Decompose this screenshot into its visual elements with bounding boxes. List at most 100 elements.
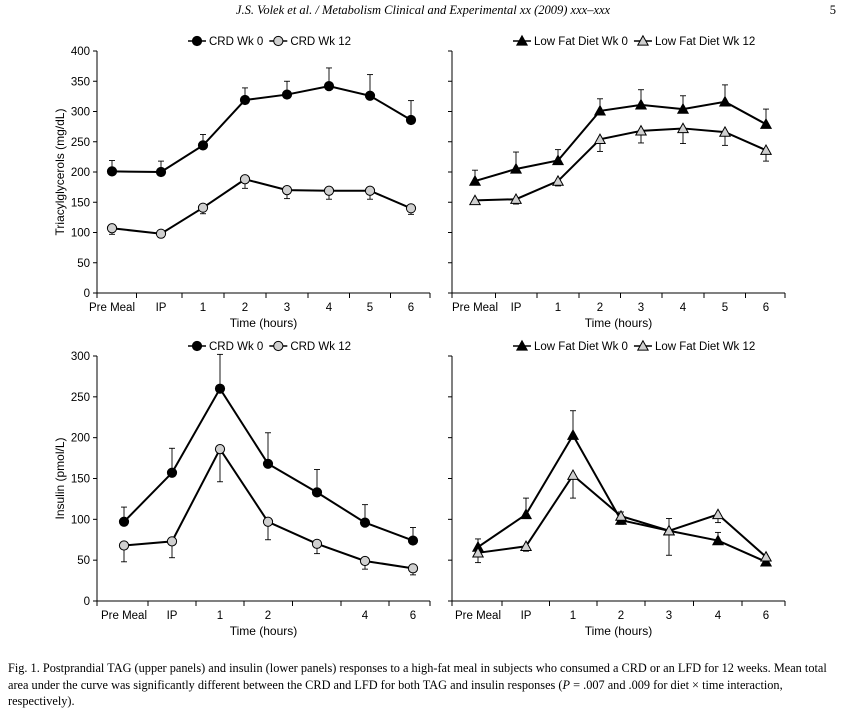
data-point <box>364 90 376 101</box>
x-tick-label: 2 <box>242 302 248 314</box>
chart-panel-4: Pre Meal IP 1 2 3 4 6 Time (hours) Low Fat Diet … <box>448 339 786 638</box>
y-axis-label: Insulin (pmol/L) <box>53 437 67 519</box>
data-point <box>106 166 118 177</box>
data-point <box>634 124 648 136</box>
data-point <box>239 94 251 106</box>
x-tick-label: Pre Meal <box>455 610 501 622</box>
figure-label: Fig. 1. <box>8 661 40 675</box>
data-point <box>197 202 209 213</box>
y-tick-label: 150 <box>71 197 90 209</box>
x-tick-label: 1 <box>555 302 561 314</box>
data-point <box>311 538 323 549</box>
chart-panel-2: Pre Meal IP 1 2 3 4 5 6 Time (hours) Low Fat Diet… <box>448 34 786 330</box>
series-wk0 <box>468 84 773 186</box>
data-point <box>468 174 482 186</box>
x-tick-label: IP <box>156 302 167 314</box>
series-line <box>474 127 767 202</box>
data-point <box>509 192 523 204</box>
series-line <box>474 100 767 183</box>
y-tick-label: 50 <box>77 555 90 567</box>
series-line <box>477 433 767 563</box>
data-point <box>405 203 417 214</box>
y-tick-label: 250 <box>71 392 90 404</box>
data-point <box>662 524 676 536</box>
series-wk12 <box>106 174 417 239</box>
data-point <box>718 95 732 107</box>
y-tick-label: 100 <box>71 514 90 526</box>
data-point <box>407 563 419 574</box>
legend: CRD Wk 0 CRD Wk 12 <box>188 35 351 48</box>
x-tick-label: 3 <box>638 302 644 314</box>
legend-label: CRD Wk 12 <box>290 341 351 353</box>
data-point <box>118 540 130 551</box>
legend-marker <box>273 35 284 47</box>
data-point <box>323 80 335 92</box>
y-axis-label: Triacylglycerols (mg/dL) <box>53 109 67 236</box>
data-point <box>106 223 118 234</box>
x-tick-label: 1 <box>570 610 576 622</box>
caption-text-2: = .007 and .009 for diet × time interact… <box>8 677 783 709</box>
data-point <box>566 469 580 480</box>
data-point <box>551 174 565 186</box>
x-axis-label: Time (hours) <box>230 624 298 638</box>
x-axis-label: Time (hours) <box>585 316 653 330</box>
series-wk12 <box>471 469 773 564</box>
x-tick-label: 4 <box>362 610 369 622</box>
data-point <box>519 508 533 520</box>
data-point <box>718 125 732 137</box>
data-point <box>759 117 773 129</box>
series-wk12 <box>468 122 773 206</box>
figure-caption: Fig. 1. Postprandial TAG (upper panels) … <box>8 660 840 710</box>
running-title: J.S. Volek et al. / Metabolism Clinical … <box>235 3 611 17</box>
legend-marker <box>636 339 650 351</box>
data-point <box>471 546 485 558</box>
data-point <box>405 114 417 126</box>
y-tick-label: 200 <box>71 167 90 179</box>
x-tick-label: Pre Meal <box>89 302 135 314</box>
legend-label: CRD Wk 12 <box>290 36 351 48</box>
data-point <box>311 487 323 498</box>
data-point <box>155 228 167 239</box>
x-axis-label: Time (hours) <box>585 624 653 638</box>
data-point <box>155 166 167 178</box>
y-tick-label: 400 <box>71 46 90 58</box>
x-tick-label: Pre Meal <box>101 610 147 622</box>
legend: CRD Wk 0 CRD Wk 12 <box>188 340 351 353</box>
x-tick-label: Pre Meal <box>452 302 498 314</box>
chart-panel-1: 0 50 100 150 200 250 300 350 400 Pre Meal IP 1 2 3 4 5 6… <box>53 35 431 330</box>
legend-marker <box>273 340 284 352</box>
x-tick-label: 3 <box>666 610 672 622</box>
series-line <box>111 178 412 235</box>
data-point <box>676 102 690 114</box>
x-tick-label: 3 <box>284 302 290 314</box>
data-point <box>634 98 648 110</box>
data-point <box>359 517 371 528</box>
data-point <box>676 122 690 134</box>
x-tick-label: 4 <box>680 302 687 314</box>
data-point <box>281 89 293 100</box>
data-point <box>262 516 274 527</box>
legend-marker <box>515 34 529 46</box>
legend-label: CRD Wk 0 <box>209 36 263 48</box>
x-tick-label: 2 <box>618 610 624 622</box>
data-point <box>166 467 178 478</box>
data-point <box>359 555 371 567</box>
chart-panel-3: 0 50 100 150 200 250 300 Pre Meal IP 1 2 4 6 Time (ho… <box>53 340 431 638</box>
x-tick-label: 2 <box>265 610 271 622</box>
legend-marker <box>191 35 203 47</box>
legend-label: Low Fat Diet Wk 0 <box>534 341 628 353</box>
data-point <box>468 194 482 206</box>
data-point <box>323 185 335 196</box>
data-point <box>711 534 725 546</box>
data-point <box>711 508 725 520</box>
x-tick-label: IP <box>511 302 522 314</box>
y-tick-label: 50 <box>77 258 90 270</box>
legend: Low Fat Diet Wk 0 Low Fat Diet Wk 12 <box>513 34 755 48</box>
x-tick-label: 4 <box>326 302 333 314</box>
data-point <box>551 154 565 166</box>
data-point <box>614 509 628 521</box>
data-point <box>364 185 376 196</box>
data-point <box>166 536 178 547</box>
legend: Low Fat Diet Wk 0 Low Fat Diet Wk 12 <box>513 339 755 353</box>
